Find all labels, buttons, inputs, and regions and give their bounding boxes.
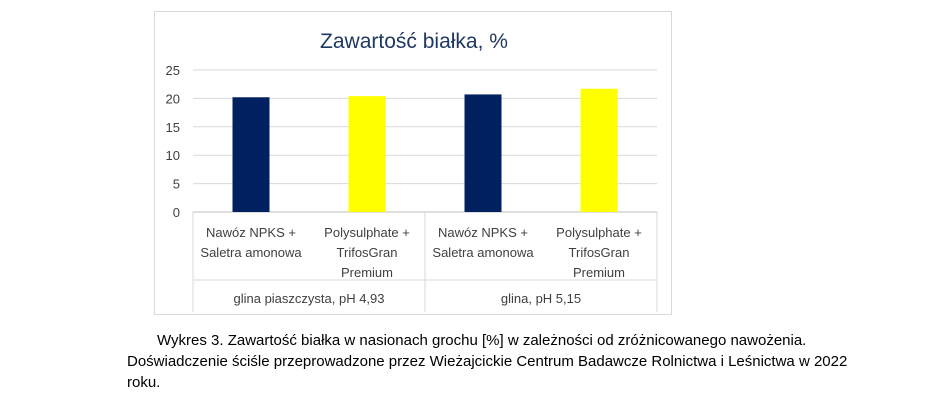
bar (464, 94, 502, 212)
bar (580, 88, 618, 212)
bar (232, 97, 270, 212)
x-group-label: glina piaszczysta, pH 4,93 (233, 291, 384, 306)
caption-line-3: roku. (127, 374, 161, 391)
x-category-label: Polysulphate + (324, 225, 410, 240)
chart-area: Zawartość białka, % 0 5 10 15 20 25 Nawóz NPKS … (154, 11, 672, 315)
y-tick-label: 10 (166, 148, 180, 163)
x-category-label: Nawóz NPKS + (206, 225, 296, 240)
chart-title: Zawartość białka, % (320, 30, 508, 53)
bar (348, 96, 386, 212)
protein-bar-chart: Zawartość białka, % 0 5 10 15 20 25 Nawóz NPKS … (166, 30, 658, 312)
x-category-label: TrifosGran (569, 245, 630, 260)
x-category-label: Nawóz NPKS + (438, 225, 528, 240)
x-category-label: Saletra amonowa (432, 245, 534, 260)
y-tick-label: 25 (166, 63, 180, 78)
x-category-label: Premium (573, 265, 625, 280)
x-category-label: TrifosGran (337, 245, 398, 260)
x-category-label: Premium (341, 265, 393, 280)
y-tick-label: 0 (173, 205, 180, 220)
x-category-label: Saletra amonowa (200, 245, 302, 260)
y-tick-label: 20 (166, 91, 180, 106)
caption-line-1: Wykres 3. Zawartość białka w nasionach g… (157, 332, 807, 349)
x-group-label: glina, pH 5,15 (501, 291, 581, 306)
y-tick-label: 15 (166, 120, 180, 135)
x-category-label: Polysulphate + (556, 225, 642, 240)
y-tick-label: 5 (173, 177, 180, 192)
caption-line-2: Doświadczenie ściśle przeprowadzone prze… (127, 353, 848, 370)
